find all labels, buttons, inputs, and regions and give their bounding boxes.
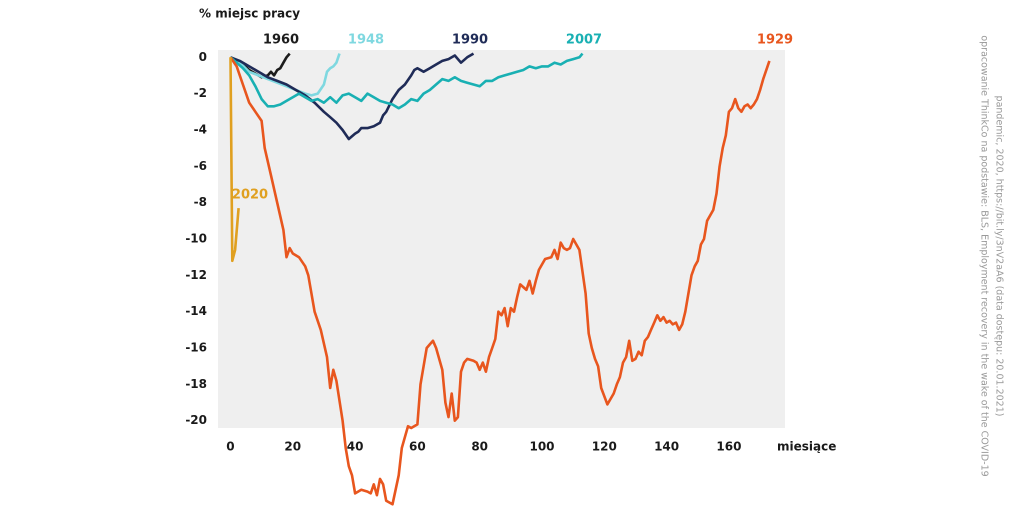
x-tick-label: 0 — [226, 440, 234, 454]
x-tick-label: 100 — [529, 440, 554, 454]
y-tick-label: -18 — [185, 377, 207, 391]
x-tick-label: 20 — [284, 440, 301, 454]
series-line — [229, 56, 771, 506]
series-label: 2020 — [232, 188, 268, 203]
y-tick-label: -8 — [194, 195, 207, 209]
x-tick-label: 60 — [409, 440, 426, 454]
y-tick-label: -6 — [194, 159, 207, 173]
source-note: pandemic, 2020, https://bit.ly/3nV2aA6 (… — [994, 96, 1005, 417]
x-axis-label: miesiące — [777, 440, 836, 454]
series-line — [230, 52, 475, 141]
y-tick-label: -2 — [194, 86, 207, 100]
series-line — [229, 53, 341, 97]
x-tick-label: 160 — [716, 440, 741, 454]
series-label: 1960 — [263, 33, 299, 48]
series-line — [229, 52, 584, 110]
x-tick-label: 80 — [471, 440, 488, 454]
x-tick-label: 120 — [592, 440, 617, 454]
plot-background — [218, 50, 785, 428]
y-tick-label: -14 — [185, 304, 207, 318]
series-label: 1948 — [348, 33, 384, 48]
series-label: 2007 — [566, 33, 602, 48]
x-tick-label: 140 — [654, 440, 679, 454]
series-label: 1929 — [757, 33, 793, 48]
y-tick-label: -12 — [185, 268, 207, 282]
source-note: opracowanie ThinkCo na podstawie: BLS, E… — [979, 35, 990, 476]
y-tick-label: 0 — [199, 50, 207, 64]
series-label: 1990 — [452, 33, 488, 48]
y-tick-label: -10 — [185, 232, 207, 246]
y-tick-label: -16 — [185, 341, 207, 355]
series-line — [229, 57, 240, 263]
y-tick-label: -20 — [185, 413, 207, 427]
y-axis-label: % miejsc pracy — [199, 7, 300, 21]
y-tick-label: -4 — [194, 122, 207, 136]
x-tick-label: 40 — [347, 440, 364, 454]
